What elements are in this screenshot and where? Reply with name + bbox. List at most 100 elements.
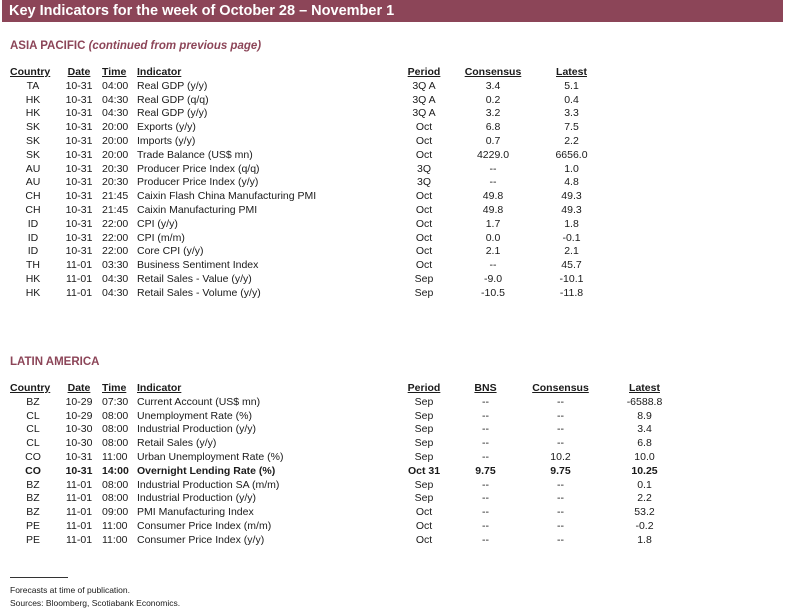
cell-consensus: 10.2 <box>550 450 571 463</box>
cell-period: Oct <box>415 121 433 134</box>
cell-latest: 2.1 <box>564 245 579 258</box>
cell-period: Oct <box>415 134 433 147</box>
cell-date: 10-31 <box>65 450 93 463</box>
cell-time: 04:30 <box>102 107 129 120</box>
col-header-consensus: Consensus <box>464 66 522 78</box>
cell-latest: 45.7 <box>561 259 582 272</box>
cell-indicator: Imports (y/y) <box>137 134 196 147</box>
cell-date: 10-31 <box>65 464 93 477</box>
page-title-banner: Key Indicators for the week of October 2… <box>2 0 783 22</box>
cell-country: AU <box>25 162 41 175</box>
cell-date: 10-31 <box>65 203 93 216</box>
cell-period: Sep <box>414 286 434 299</box>
cell-indicator: Retail Sales (y/y) <box>137 437 217 450</box>
cell-indicator: Trade Balance (US$ mn) <box>137 148 253 161</box>
cell-indicator: Caixin Flash China Manufacturing PMI <box>137 190 317 203</box>
cell-period: Oct <box>415 148 433 161</box>
cell-country: BZ <box>26 478 40 491</box>
cell-period: Sep <box>414 395 434 408</box>
cell-time: 11:00 <box>102 533 128 546</box>
table-row: CL 10-30 08:00 Industrial Production (y/y) S… <box>10 423 686 437</box>
cell-indicator: Industrial Production (y/y) <box>137 492 257 505</box>
cell-country: ID <box>27 245 39 258</box>
table-row: BZ 11-01 08:00 Industrial Production (y/y) S… <box>10 492 686 506</box>
cell-latest: 8.9 <box>637 409 652 422</box>
latam-section-title: LATIN AMERICA <box>10 356 99 368</box>
cell-bns: -- <box>482 519 489 532</box>
cell-date: 11-01 <box>65 259 93 272</box>
table-row: CL 10-30 08:00 Retail Sales (y/y) Sep -- -- 6.8 <box>10 437 686 451</box>
cell-latest: 5.1 <box>564 79 579 92</box>
cell-latest: 49.3 <box>561 190 582 203</box>
cell-time: 09:00 <box>102 506 129 519</box>
cell-indicator: Overnight Lending Rate (%) <box>137 464 276 477</box>
table-row: TH 11-01 03:30 Business Sentiment Index Oct -… <box>10 259 610 273</box>
cell-bns: -- <box>482 423 489 436</box>
cell-time: 08:00 <box>102 492 129 505</box>
table-row: BZ 11-01 08:00 Industrial Production SA (m/… <box>10 479 686 493</box>
table-row: CH 10-31 21:45 Caixin Manufacturing PMI Oct 4… <box>10 204 610 218</box>
cell-latest: 1.8 <box>637 533 652 546</box>
cell-date: 11-01 <box>65 492 93 505</box>
cell-country: BZ <box>26 395 40 408</box>
cell-consensus: -- <box>557 409 564 422</box>
cell-time: 04:30 <box>102 93 129 106</box>
cell-consensus: -10.5 <box>481 286 505 299</box>
table-row: PE 11-01 11:00 Consumer Price Index (y/y) Oc… <box>10 534 686 548</box>
cell-indicator: Current Account (US$ mn) <box>137 395 261 408</box>
table-row: HK 11-01 04:30 Retail Sales - Value (y/y) Se… <box>10 273 610 287</box>
cell-latest: -0.2 <box>635 519 654 532</box>
cell-bns: -- <box>482 492 489 505</box>
table-row: SK 10-31 20:00 Imports (y/y) Oct 0.7 2.2 <box>10 135 610 149</box>
cell-date: 10-31 <box>65 107 93 120</box>
cell-time: 20:30 <box>102 176 129 189</box>
cell-country: BZ <box>26 506 40 519</box>
table-row: CO 10-31 11:00 Urban Unemployment Rate (%) S… <box>10 451 686 465</box>
cell-time: 22:00 <box>102 245 129 258</box>
table-row: TA 10-31 04:00 Real GDP (y/y) 3Q A 3.4 5.1 <box>10 80 610 94</box>
cell-period: Oct <box>415 217 433 230</box>
cell-consensus: -- <box>557 506 564 519</box>
col-header-period: Period <box>407 66 441 78</box>
cell-time: 03:30 <box>102 259 129 272</box>
col-header-indicator: Indicator <box>137 382 182 394</box>
col-header-latest: Latest <box>629 382 660 394</box>
cell-consensus: 3.2 <box>485 107 501 120</box>
cell-country: SK <box>25 148 40 161</box>
cell-indicator: CPI (m/m) <box>137 231 185 244</box>
cell-consensus: -- <box>489 259 497 272</box>
cell-consensus: 49.8 <box>482 203 504 216</box>
cell-date: 10-30 <box>65 423 93 436</box>
cell-date: 11-01 <box>65 286 93 299</box>
cell-country: AU <box>25 176 41 189</box>
cell-consensus: 0.2 <box>485 93 501 106</box>
table-row: CO 10-31 14:00 Overnight Lending Rate (%) Oc… <box>10 465 686 479</box>
cell-country: CO <box>25 464 41 477</box>
cell-time: 20:00 <box>102 121 129 134</box>
cell-latest: 10.25 <box>631 464 658 477</box>
cell-consensus: -- <box>557 519 564 532</box>
cell-latest: 1.8 <box>564 217 579 230</box>
footnote-forecasts: Forecasts at time of publication. <box>10 585 131 595</box>
cell-latest: 3.3 <box>564 107 579 120</box>
cell-time: 08:00 <box>102 409 129 422</box>
table-row: HK 11-01 04:30 Retail Sales - Volume (y/y) S… <box>10 287 610 301</box>
cell-date: 10-31 <box>65 190 93 203</box>
cell-date: 10-31 <box>65 93 93 106</box>
table-row: PE 11-01 11:00 Consumer Price Index (m/m) Oc… <box>10 520 686 534</box>
cell-country: ID <box>27 217 39 230</box>
cell-consensus: -- <box>557 395 564 408</box>
table-row: CH 10-31 21:45 Caixin Flash China Manufactu… <box>10 190 610 204</box>
col-header-time: Time <box>102 382 127 394</box>
cell-indicator: Consumer Price Index (y/y) <box>137 533 265 546</box>
cell-time: 04:30 <box>102 286 129 299</box>
cell-latest: 10.0 <box>634 450 655 463</box>
cell-period: 3Q A <box>412 107 436 120</box>
cell-consensus: -- <box>489 176 497 189</box>
table-row: AU 10-31 20:30 Producer Price Index (q/q) 3Q… <box>10 163 610 177</box>
cell-consensus: 6.8 <box>485 121 501 134</box>
col-header-period: Period <box>407 382 441 394</box>
cell-date: 10-31 <box>65 148 93 161</box>
cell-period: Oct <box>415 259 433 272</box>
cell-indicator: Producer Price Index (q/q) <box>137 162 260 175</box>
